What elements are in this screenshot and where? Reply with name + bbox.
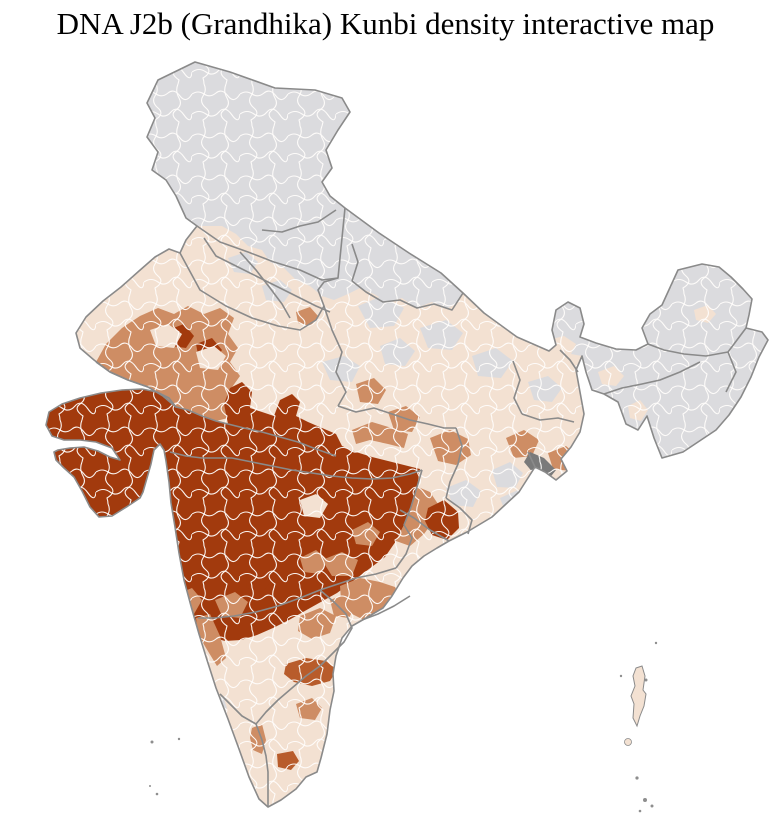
state-border <box>512 360 523 415</box>
andaman-little[interactable] <box>624 738 632 746</box>
state-border <box>219 693 257 725</box>
state-border <box>559 349 579 373</box>
state-border <box>351 280 464 311</box>
district-boundary-lines <box>46 62 768 807</box>
island-territories <box>149 641 658 813</box>
islet[interactable] <box>150 740 154 744</box>
state-border <box>445 427 463 499</box>
state-border <box>399 509 450 542</box>
state-border <box>231 457 423 480</box>
state-border <box>647 327 747 357</box>
state-border <box>255 589 353 725</box>
islet[interactable] <box>638 809 642 813</box>
state-border <box>319 567 397 591</box>
map-title: DNA J2b (Grandhika) Kunbi density intera… <box>56 6 715 41</box>
state-border <box>603 361 701 395</box>
state-border <box>261 209 337 233</box>
state-border <box>351 243 359 282</box>
state-border <box>179 252 339 331</box>
state-border <box>227 423 337 457</box>
islet[interactable] <box>149 785 151 787</box>
state-border <box>255 723 269 806</box>
islet[interactable] <box>177 737 181 741</box>
islet[interactable] <box>643 798 647 802</box>
state-border <box>239 251 291 319</box>
state-border <box>361 595 411 621</box>
islet[interactable] <box>644 678 648 682</box>
state-border <box>725 351 737 393</box>
state-border <box>521 413 575 423</box>
islet[interactable] <box>619 674 623 678</box>
state-border <box>203 237 331 313</box>
state-border <box>323 305 347 407</box>
state-border <box>395 469 423 569</box>
islet[interactable] <box>654 641 658 645</box>
state-border <box>445 497 473 535</box>
islet[interactable] <box>650 804 654 808</box>
islet[interactable] <box>635 776 639 780</box>
state-border <box>337 405 456 429</box>
state-border <box>198 589 321 619</box>
islet[interactable] <box>155 792 159 796</box>
andaman-main-chain[interactable] <box>630 665 647 728</box>
india-coast-outline <box>45 61 769 808</box>
state-border <box>527 451 536 468</box>
state-border <box>169 451 232 459</box>
